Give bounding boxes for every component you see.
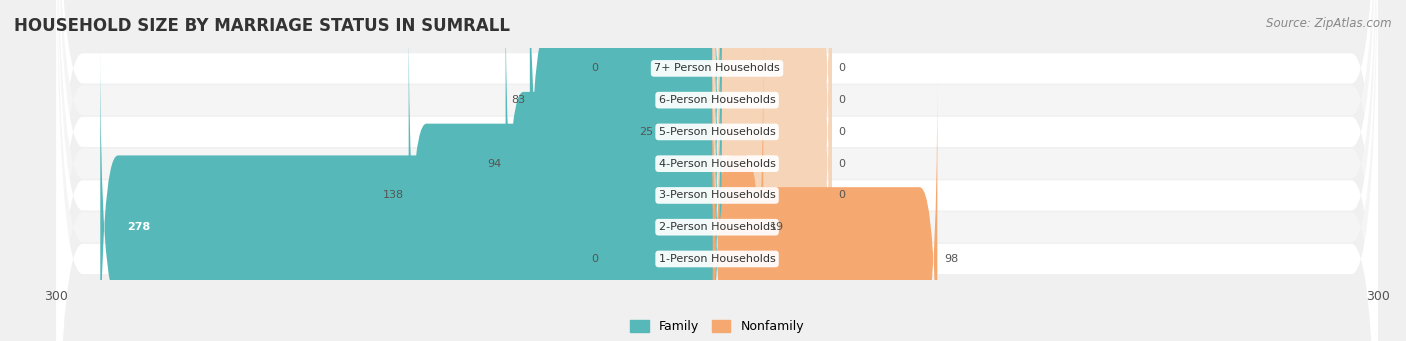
- Text: HOUSEHOLD SIZE BY MARRIAGE STATUS IN SUMRALL: HOUSEHOLD SIZE BY MARRIAGE STATUS IN SUM…: [14, 17, 510, 35]
- Text: 3-Person Households: 3-Person Households: [658, 190, 776, 201]
- Text: 19: 19: [770, 222, 785, 232]
- FancyBboxPatch shape: [713, 0, 831, 282]
- FancyBboxPatch shape: [506, 0, 721, 341]
- FancyBboxPatch shape: [713, 77, 938, 341]
- Text: 2-Person Households: 2-Person Households: [658, 222, 776, 232]
- Text: 25: 25: [640, 127, 654, 137]
- FancyBboxPatch shape: [713, 45, 763, 341]
- FancyBboxPatch shape: [603, 0, 721, 251]
- Text: 7+ Person Households: 7+ Person Households: [654, 63, 780, 73]
- Text: 0: 0: [838, 63, 845, 73]
- FancyBboxPatch shape: [658, 0, 721, 314]
- Text: 0: 0: [838, 190, 845, 201]
- Text: 278: 278: [127, 222, 150, 232]
- FancyBboxPatch shape: [713, 13, 831, 341]
- FancyBboxPatch shape: [56, 0, 1378, 341]
- FancyBboxPatch shape: [100, 45, 721, 341]
- Text: Source: ZipAtlas.com: Source: ZipAtlas.com: [1267, 17, 1392, 30]
- Text: 0: 0: [591, 63, 598, 73]
- Legend: Family, Nonfamily: Family, Nonfamily: [626, 315, 808, 338]
- Text: 94: 94: [486, 159, 501, 169]
- Text: 98: 98: [943, 254, 959, 264]
- Text: 0: 0: [838, 127, 845, 137]
- FancyBboxPatch shape: [56, 0, 1378, 341]
- FancyBboxPatch shape: [530, 0, 721, 282]
- Text: 83: 83: [512, 95, 526, 105]
- FancyBboxPatch shape: [713, 0, 831, 251]
- FancyBboxPatch shape: [56, 0, 1378, 341]
- Text: 138: 138: [384, 190, 405, 201]
- Text: 0: 0: [838, 95, 845, 105]
- FancyBboxPatch shape: [56, 0, 1378, 341]
- FancyBboxPatch shape: [409, 13, 721, 341]
- Text: 0: 0: [591, 254, 598, 264]
- FancyBboxPatch shape: [603, 77, 721, 341]
- FancyBboxPatch shape: [713, 0, 831, 314]
- Text: 6-Person Households: 6-Person Households: [658, 95, 776, 105]
- Text: 1-Person Households: 1-Person Households: [658, 254, 776, 264]
- Text: 0: 0: [838, 159, 845, 169]
- FancyBboxPatch shape: [56, 0, 1378, 341]
- FancyBboxPatch shape: [56, 0, 1378, 341]
- FancyBboxPatch shape: [713, 0, 831, 341]
- Text: 4-Person Households: 4-Person Households: [658, 159, 776, 169]
- FancyBboxPatch shape: [56, 0, 1378, 341]
- Text: 5-Person Households: 5-Person Households: [658, 127, 776, 137]
